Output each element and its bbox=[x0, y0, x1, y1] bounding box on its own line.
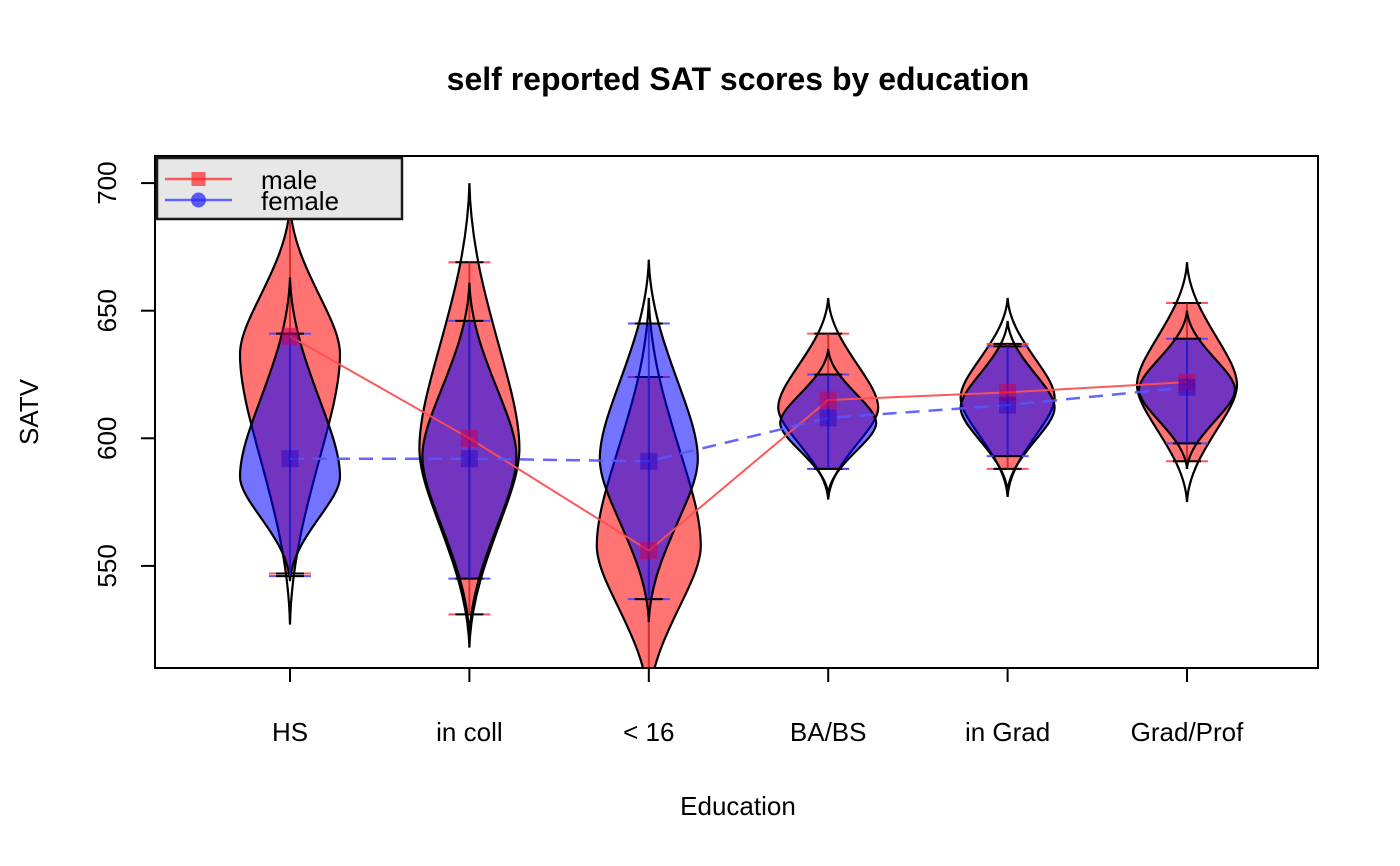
x-axis-label: Education bbox=[680, 791, 796, 821]
median-marker-male-ba-bs bbox=[819, 391, 837, 409]
median-marker-female-16 bbox=[640, 452, 658, 470]
y-tick-label-650: 650 bbox=[92, 289, 122, 332]
legend-box bbox=[155, 156, 404, 221]
median-marker-male-grad-prof bbox=[1178, 373, 1196, 391]
legend-square-marker-male bbox=[191, 172, 206, 186]
violin-outline-female-ba-bs bbox=[779, 348, 878, 495]
chart-title: self reported SAT scores by education bbox=[447, 61, 1030, 97]
x-tick-label-in-grad: in Grad bbox=[965, 717, 1050, 747]
median-marker-male-hs bbox=[281, 327, 299, 345]
legend-label-male: male bbox=[261, 165, 317, 195]
violin-outline-male-in-coll bbox=[418, 183, 521, 648]
median-marker-male-in-coll bbox=[460, 429, 478, 447]
violin-female-hs bbox=[238, 277, 342, 582]
x-tick-label-ba-bs: BA/BS bbox=[790, 717, 867, 747]
y-tick-label-600: 600 bbox=[92, 417, 122, 460]
violin-outline-male-hs bbox=[238, 203, 342, 625]
violin-female-grad-prof bbox=[1137, 310, 1237, 470]
plot-area bbox=[238, 183, 1239, 668]
x-tick-label-hs: HS bbox=[272, 717, 308, 747]
median-marker-female-hs bbox=[281, 450, 299, 468]
y-tick-label-550: 550 bbox=[92, 544, 122, 587]
legend-label-female: female bbox=[261, 186, 339, 216]
median-marker-female-in-coll bbox=[460, 450, 478, 468]
violin-outline-female-in-grad bbox=[959, 320, 1056, 492]
violin-female-in-coll bbox=[421, 282, 518, 638]
plot-border bbox=[154, 155, 1319, 669]
trace-line-male bbox=[289, 335, 1188, 552]
x-tick-label-in-coll: in coll bbox=[436, 717, 502, 747]
violin-outline-female-hs bbox=[238, 277, 342, 582]
median-marker-female-grad-prof bbox=[1178, 378, 1196, 396]
y-tick-label-700: 700 bbox=[92, 161, 122, 204]
trace-line-female bbox=[290, 386, 1188, 463]
median-marker-female-ba-bs bbox=[819, 409, 837, 427]
x-tick-label-grad-prof: Grad/Prof bbox=[1131, 717, 1244, 747]
x-tick-label-16: < 16 bbox=[623, 717, 674, 747]
violin-outline-female-grad-prof bbox=[1137, 310, 1237, 470]
median-marker-male-16 bbox=[640, 542, 658, 560]
violin-female-in-grad bbox=[959, 320, 1056, 492]
violin-outline-male-ba-bs bbox=[777, 297, 880, 500]
median-marker-female-in-grad bbox=[999, 396, 1017, 414]
violin-outline-female-16 bbox=[598, 259, 699, 623]
violin-outline-male-grad-prof bbox=[1135, 262, 1239, 503]
violin-outline-male-in-grad bbox=[959, 297, 1056, 498]
median-marker-male-in-grad bbox=[999, 383, 1017, 401]
legend-circle-marker-female bbox=[191, 192, 206, 208]
y-axis-label: SATV bbox=[14, 378, 44, 445]
